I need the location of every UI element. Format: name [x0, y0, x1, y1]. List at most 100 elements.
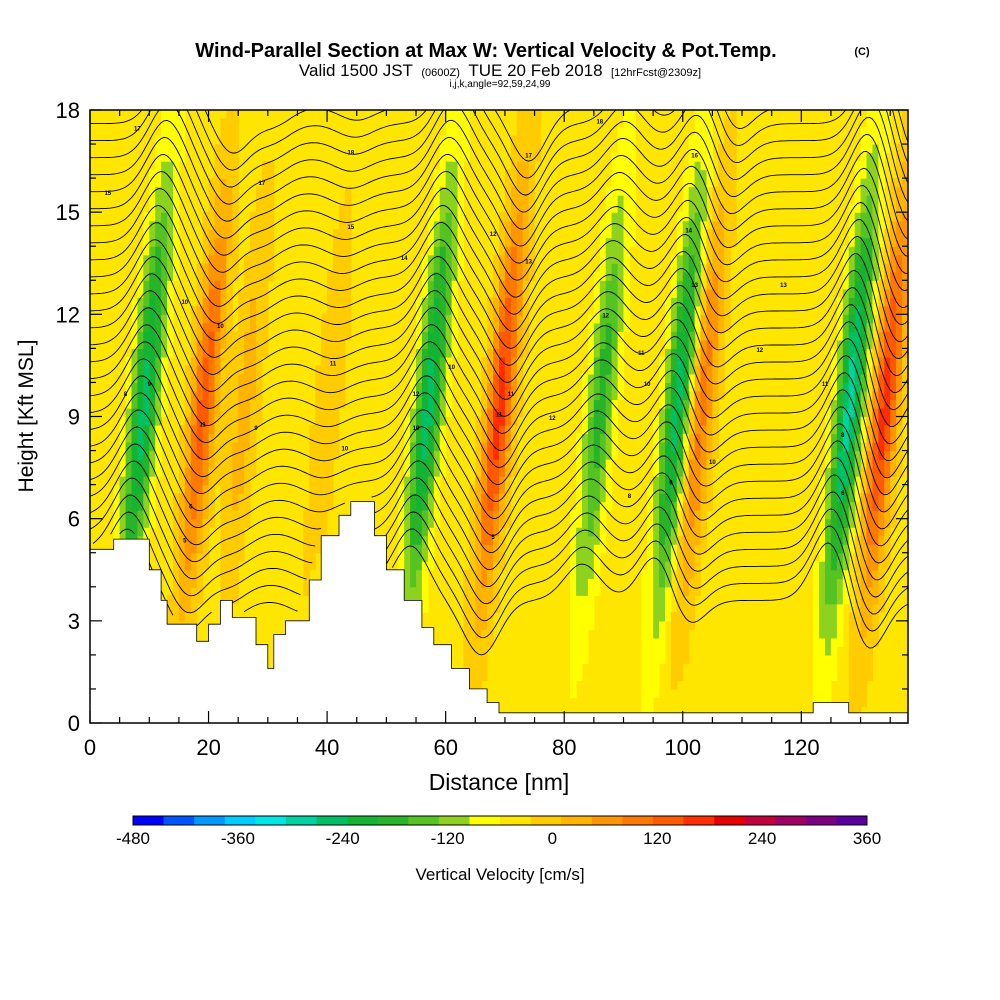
vv-cell	[504, 501, 512, 511]
vv-cell	[587, 391, 595, 401]
vv-cell	[617, 391, 625, 401]
vv-cell	[842, 373, 850, 383]
vv-cell	[522, 220, 530, 230]
vv-cell	[836, 493, 844, 503]
vv-cell	[469, 620, 476, 630]
vv-cell	[137, 288, 144, 298]
vv-cell	[451, 254, 459, 264]
vv-cell	[433, 484, 441, 494]
vv-cell	[528, 229, 536, 239]
vv-cell	[190, 612, 198, 622]
vv-cell	[682, 212, 690, 222]
vv-cell	[125, 518, 133, 528]
vv-cell	[256, 339, 263, 349]
isentrope-label: 10	[217, 324, 224, 330]
vv-cell	[688, 152, 696, 162]
vv-cell	[700, 416, 707, 426]
vv-cell	[238, 442, 245, 452]
vv-cell	[576, 544, 583, 554]
vv-cell	[890, 212, 897, 222]
vv-cell	[504, 356, 512, 366]
vv-cell	[617, 348, 625, 358]
vv-cell	[665, 297, 672, 307]
vv-cell	[208, 288, 216, 298]
vv-cell	[712, 356, 719, 366]
vv-cell	[131, 493, 138, 503]
vv-cell	[155, 339, 162, 349]
vv-cell	[860, 220, 868, 230]
vv-cell	[836, 365, 844, 375]
colorbar-segment	[775, 816, 807, 825]
vv-cell	[421, 425, 429, 435]
vv-cell	[872, 229, 879, 239]
vv-cell	[582, 425, 589, 435]
vv-cell	[481, 433, 488, 443]
vv-cell	[451, 263, 459, 273]
vv-cell	[510, 442, 518, 452]
vv-cell	[155, 399, 162, 409]
vv-cell	[416, 476, 423, 486]
vv-cell	[872, 356, 879, 366]
vv-cell	[670, 425, 678, 435]
vv-cell	[676, 578, 684, 588]
vv-cell	[605, 297, 613, 307]
vv-cell	[232, 510, 239, 520]
vv-cell	[416, 442, 423, 452]
vv-cell	[261, 246, 269, 256]
vv-cell	[896, 314, 903, 324]
vv-cell	[416, 544, 423, 554]
vv-cell	[819, 654, 826, 664]
vv-cell	[724, 314, 731, 324]
vv-cell	[884, 501, 891, 511]
vv-cell	[161, 127, 168, 137]
vv-cell	[487, 612, 494, 622]
vv-cell	[155, 186, 162, 196]
vv-cell	[143, 314, 150, 324]
vv-cell	[896, 161, 903, 171]
vv-cell	[398, 484, 405, 494]
vv-cell	[173, 110, 180, 120]
vv-cell	[232, 152, 239, 162]
vv-cell	[659, 493, 666, 503]
vv-cell	[842, 382, 850, 392]
vv-cell	[439, 399, 447, 409]
vv-cell	[226, 152, 233, 162]
vv-cell	[339, 280, 346, 290]
vv-cell	[896, 254, 903, 264]
vv-cell	[825, 442, 832, 452]
vv-cell	[860, 254, 868, 264]
vv-cell	[493, 373, 500, 383]
vv-cell	[457, 161, 464, 171]
vv-cell	[682, 603, 690, 613]
vv-cell	[398, 561, 405, 571]
vv-cell	[504, 416, 512, 426]
vv-cell	[599, 467, 607, 477]
vv-cell	[161, 408, 168, 418]
vv-cell	[451, 331, 459, 341]
vv-cell	[232, 195, 239, 205]
vv-cell	[712, 450, 719, 460]
vv-cell	[143, 501, 150, 511]
vv-cell	[819, 552, 826, 562]
vv-cell	[534, 135, 542, 145]
vv-cell	[706, 246, 713, 256]
vv-cell	[694, 518, 702, 528]
vv-cell	[706, 110, 713, 120]
colorbar-segment	[836, 816, 868, 825]
vv-cell	[582, 442, 589, 452]
vv-cell	[647, 603, 654, 613]
vv-cell	[599, 510, 607, 520]
vv-cell	[878, 152, 885, 162]
vv-cell	[167, 612, 174, 622]
vv-cell	[890, 186, 897, 196]
vv-cell	[155, 322, 162, 332]
terrain-layer	[90, 501, 908, 723]
vv-cell	[214, 212, 221, 222]
vv-cell	[872, 169, 879, 179]
vv-cell	[208, 254, 216, 264]
vv-cell	[244, 416, 251, 426]
vv-cell	[125, 425, 133, 435]
vv-cell	[344, 186, 352, 196]
vv-cell	[860, 425, 868, 435]
vv-cell	[499, 246, 506, 256]
